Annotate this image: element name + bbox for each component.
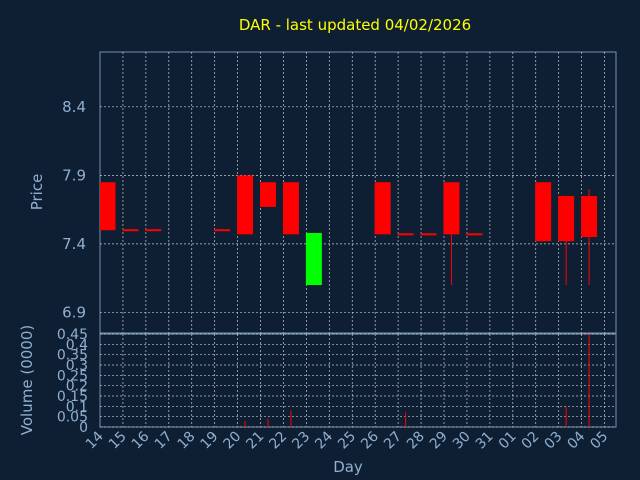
x-axis-label: Day bbox=[333, 458, 363, 476]
x-tick-label: 24 bbox=[312, 428, 336, 452]
candle-body bbox=[100, 182, 116, 231]
x-tick-label: 03 bbox=[542, 429, 566, 453]
x-tick-label: 21 bbox=[243, 429, 267, 453]
x-tick-label: 17 bbox=[152, 429, 176, 453]
candle-body bbox=[214, 229, 231, 232]
x-tick-label: 29 bbox=[427, 429, 451, 453]
volume-tick-label: 0.45 bbox=[57, 327, 88, 343]
volume-bars-layer bbox=[244, 334, 590, 427]
candle-body bbox=[558, 195, 575, 242]
price-axis-label: Price bbox=[28, 174, 46, 211]
x-tick-label: 15 bbox=[106, 429, 130, 453]
tick-labels-layer: 14 15 16 17 18 19 20 21 22 23 24 25 26 27 28 29 30 31 01 02… bbox=[57, 98, 612, 453]
x-tick-label: 04 bbox=[565, 428, 589, 452]
volume-tick-label: 0.1 bbox=[66, 399, 88, 415]
candle-body bbox=[237, 175, 254, 235]
candle-body bbox=[282, 182, 299, 235]
x-tick-label: 27 bbox=[381, 429, 405, 453]
x-tick-label: 30 bbox=[450, 429, 474, 453]
volume-tick-label: 0.15 bbox=[57, 389, 88, 405]
candle-body bbox=[581, 195, 598, 238]
x-tick-label: 01 bbox=[496, 429, 520, 453]
price-tick-label: 7.9 bbox=[62, 166, 86, 184]
x-tick-label: 19 bbox=[198, 429, 222, 453]
x-tick-label: 26 bbox=[358, 428, 382, 452]
x-tick-label: 20 bbox=[221, 429, 245, 453]
price-tick-label: 8.4 bbox=[62, 98, 86, 116]
volume-axis-label: Volume (0000) bbox=[18, 325, 36, 435]
candle-body bbox=[260, 182, 276, 207]
volume-tick-label: 0.25 bbox=[57, 368, 88, 384]
x-tick-label: 23 bbox=[289, 429, 313, 453]
x-tick-label: 18 bbox=[175, 429, 199, 453]
candle-body bbox=[122, 229, 139, 232]
candle-body bbox=[420, 233, 437, 236]
volume-tick-label: 0.35 bbox=[57, 348, 88, 364]
volume-tick-label: 0.3 bbox=[66, 358, 88, 374]
x-tick-label: 28 bbox=[404, 429, 428, 453]
volume-tick-label: 0.05 bbox=[57, 410, 88, 426]
price-tick-label: 7.4 bbox=[62, 235, 86, 253]
volume-tick-label: 0 bbox=[79, 420, 88, 436]
candle-body bbox=[443, 182, 460, 235]
candle-body bbox=[374, 182, 391, 235]
candle-body bbox=[305, 232, 322, 286]
candle-body bbox=[145, 229, 162, 232]
x-tick-label: 02 bbox=[519, 429, 543, 453]
volume-tick-label: 0.2 bbox=[66, 379, 88, 395]
x-tick-label: 05 bbox=[587, 429, 611, 453]
price-tick-label: 6.9 bbox=[62, 303, 86, 321]
volume-grid bbox=[99, 333, 617, 428]
volume-tick-label: 0.4 bbox=[66, 337, 88, 353]
candle-body bbox=[535, 182, 552, 242]
x-tick-label: 22 bbox=[266, 429, 290, 453]
x-tick-label: 16 bbox=[129, 428, 153, 452]
candles-layer bbox=[100, 175, 598, 286]
candle-body bbox=[397, 233, 414, 236]
volume-panel-frame bbox=[99, 333, 617, 428]
x-tick-label: 25 bbox=[335, 429, 359, 453]
candle-body bbox=[466, 233, 483, 236]
x-tick-label: 31 bbox=[473, 429, 497, 453]
chart-title: DAR - last updated 04/02/2026 bbox=[239, 16, 471, 34]
